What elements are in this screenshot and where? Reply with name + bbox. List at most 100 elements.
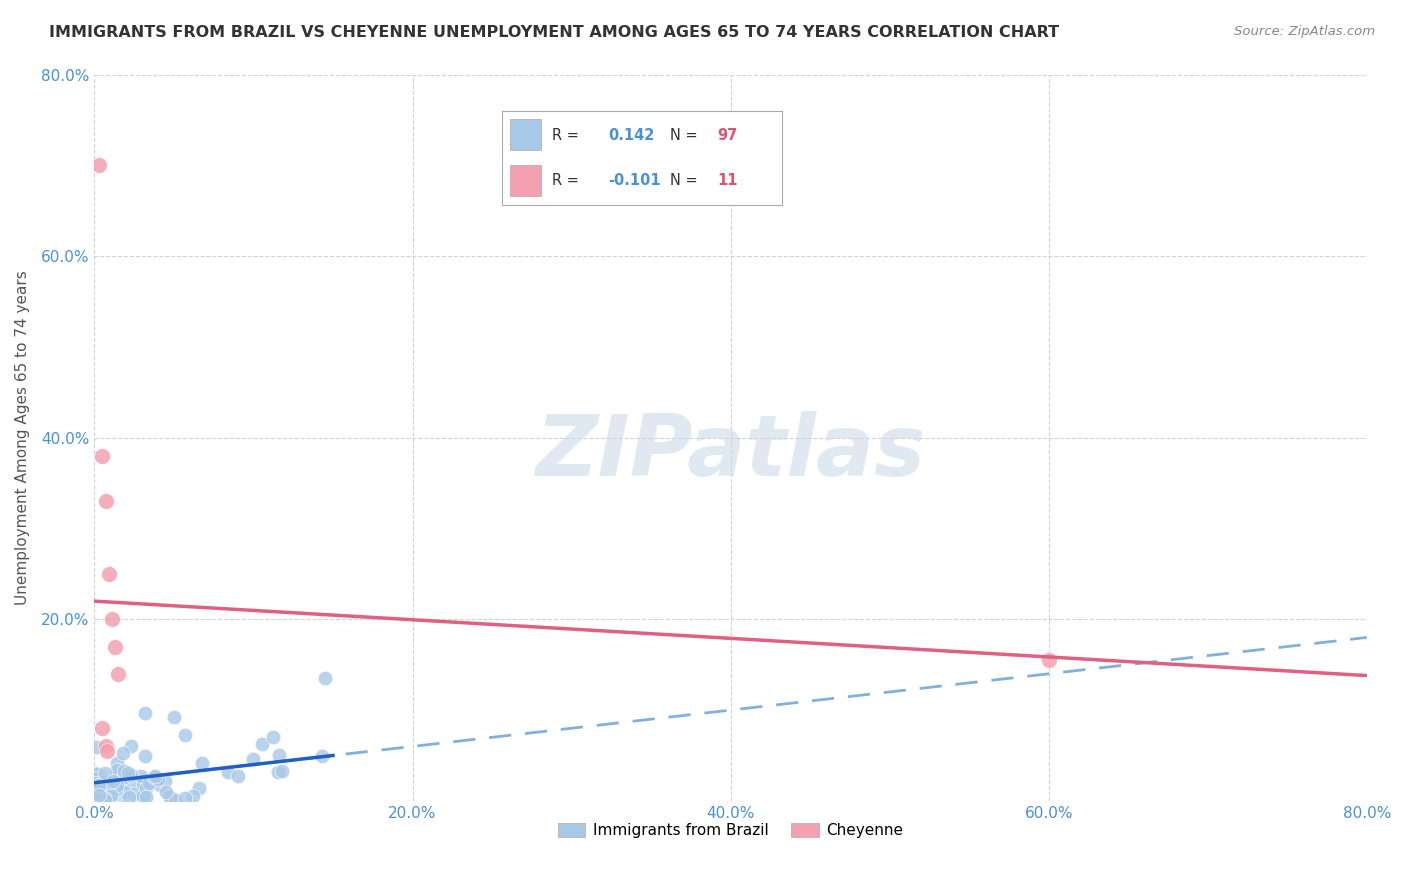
Point [117, 765, 139, 780]
Point [138, 776, 160, 790]
Point [174, 791, 197, 805]
Point [91, 774, 114, 789]
Point [86, 772, 108, 786]
Point [131, 777, 153, 791]
Point [91, 772, 114, 787]
Point [94, 766, 117, 780]
Point [84, 789, 107, 804]
Point [107, 666, 129, 681]
Point [267, 764, 290, 779]
Point [250, 737, 273, 751]
Point [97, 789, 120, 804]
Y-axis label: Unemployment Among Ages 65 to 74 years: Unemployment Among Ages 65 to 74 years [15, 270, 30, 605]
Point [129, 769, 152, 783]
Point [267, 748, 290, 763]
Point [143, 769, 166, 783]
Point [104, 782, 127, 797]
Point [89, 788, 111, 802]
Point [101, 773, 124, 788]
Point [262, 730, 284, 744]
Point [101, 774, 124, 789]
Point [93, 778, 115, 792]
Point [173, 728, 195, 742]
Point [101, 612, 124, 626]
Point [149, 778, 172, 792]
Point [181, 789, 204, 804]
Point [89, 778, 111, 792]
Point [98, 782, 121, 797]
Point [155, 785, 177, 799]
Point [84, 776, 107, 790]
Point [93, 791, 115, 805]
Point [159, 790, 181, 805]
Point [93, 781, 115, 796]
Point [91, 786, 114, 800]
Point [118, 790, 141, 805]
Point [142, 771, 165, 785]
Point [90, 792, 112, 806]
Point [135, 780, 157, 795]
Point [120, 768, 142, 782]
Point [134, 706, 156, 720]
Point [101, 787, 124, 801]
Point [1038, 653, 1060, 667]
Point [94, 793, 117, 807]
Point [120, 739, 142, 753]
Point [112, 746, 135, 760]
Point [131, 789, 153, 804]
Point [84, 792, 107, 806]
Point [105, 763, 128, 777]
Point [91, 721, 114, 735]
Point [135, 789, 157, 804]
Point [134, 772, 156, 787]
Point [112, 770, 135, 784]
Point [112, 785, 135, 799]
Point [97, 566, 120, 581]
Point [107, 768, 129, 782]
Point [105, 778, 128, 792]
Point [242, 752, 264, 766]
Point [84, 771, 107, 785]
Legend: Immigrants from Brazil, Cheyenne: Immigrants from Brazil, Cheyenne [551, 817, 910, 844]
Point [100, 788, 122, 802]
Point [146, 772, 169, 786]
Point [90, 779, 112, 793]
Point [86, 767, 108, 781]
Point [98, 775, 121, 789]
Text: ZIPatlas: ZIPatlas [536, 410, 925, 494]
Point [112, 764, 135, 778]
Point [132, 789, 155, 803]
Text: IMMIGRANTS FROM BRAZIL VS CHEYENNE UNEMPLOYMENT AMONG AGES 65 TO 74 YEARS CORREL: IMMIGRANTS FROM BRAZIL VS CHEYENNE UNEMP… [49, 25, 1059, 40]
Point [86, 792, 108, 806]
Point [86, 790, 108, 805]
Point [94, 739, 117, 754]
Point [217, 765, 239, 780]
Point [84, 783, 107, 797]
Point [90, 784, 112, 798]
Point [271, 764, 294, 779]
Text: Source: ZipAtlas.com: Source: ZipAtlas.com [1234, 25, 1375, 38]
Point [103, 782, 125, 797]
Point [103, 788, 125, 802]
Point [84, 739, 107, 754]
Point [86, 791, 108, 805]
Point [104, 640, 127, 654]
Point [125, 774, 148, 789]
Point [94, 494, 117, 508]
Point [90, 770, 112, 784]
Point [122, 787, 145, 801]
Point [91, 449, 114, 463]
Point [97, 779, 120, 793]
Point [226, 770, 249, 784]
Point [84, 765, 107, 780]
Point [107, 756, 129, 770]
Point [107, 792, 129, 806]
Point [104, 787, 127, 801]
Point [191, 756, 214, 771]
Point [163, 792, 186, 806]
Point [96, 744, 118, 758]
Point [115, 780, 138, 795]
Point [89, 791, 111, 805]
Point [159, 791, 181, 805]
Point [89, 158, 111, 172]
